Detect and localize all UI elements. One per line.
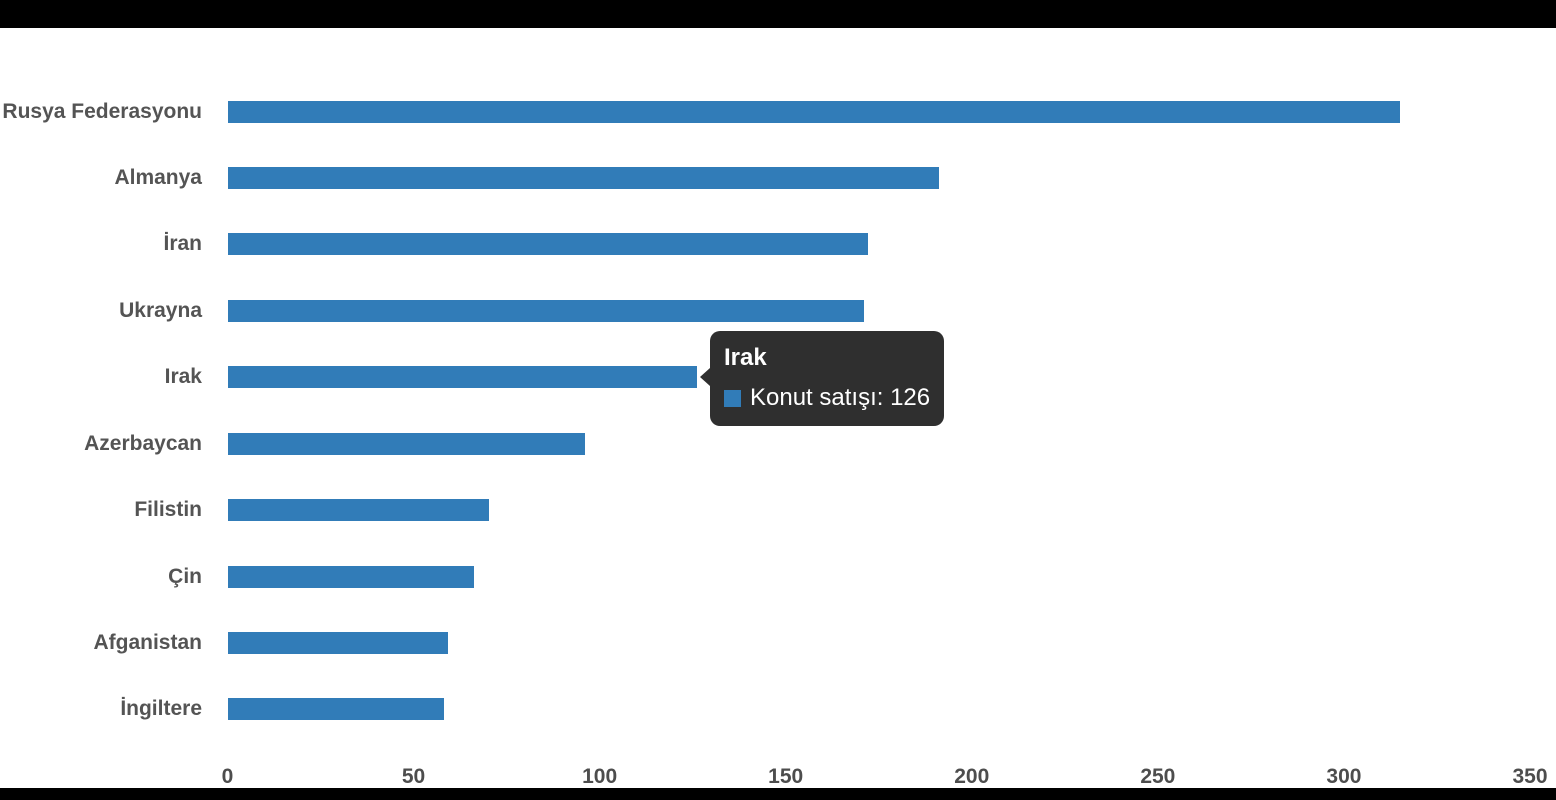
bar-5[interactable] bbox=[228, 366, 697, 388]
category-label-5: Irak bbox=[164, 365, 202, 388]
category-label-9: Afganistan bbox=[93, 631, 202, 654]
bar-1[interactable] bbox=[228, 101, 1400, 123]
series-swatch-icon bbox=[724, 389, 741, 407]
x-tick-300: 300 bbox=[1326, 765, 1362, 788]
bottom-black-band bbox=[0, 788, 1556, 800]
category-label-10: İngiltere bbox=[120, 697, 202, 720]
tooltip-caret-icon bbox=[700, 368, 710, 386]
x-tick-150: 150 bbox=[768, 765, 804, 788]
category-label-6: Azerbaycan bbox=[84, 432, 202, 455]
category-label-4: Ukrayna bbox=[119, 299, 202, 322]
bar-7[interactable] bbox=[228, 499, 489, 521]
tooltip: Irak Konut satışı: 126 bbox=[700, 331, 945, 426]
bar-8[interactable] bbox=[228, 566, 474, 588]
x-tick-200: 200 bbox=[954, 765, 990, 788]
bar-4[interactable] bbox=[228, 300, 864, 322]
tooltip-title: Irak bbox=[724, 344, 767, 371]
bar-2[interactable] bbox=[228, 167, 939, 189]
category-label-2: Almanya bbox=[114, 166, 202, 189]
x-tick-350: 350 bbox=[1512, 765, 1548, 788]
x-tick-50: 50 bbox=[401, 765, 426, 788]
category-label-1: Rusya Federasyonu bbox=[2, 100, 202, 123]
category-label-8: Çin bbox=[168, 565, 202, 588]
x-tick-0: 0 bbox=[221, 765, 234, 788]
bar-10[interactable] bbox=[228, 698, 444, 720]
bar-3[interactable] bbox=[228, 233, 868, 255]
category-label-7: Filistin bbox=[134, 498, 202, 521]
x-tick-100: 100 bbox=[582, 765, 618, 788]
top-black-band bbox=[0, 0, 1556, 28]
tooltip-body: Konut satışı: 126 bbox=[724, 383, 930, 413]
x-tick-250: 250 bbox=[1140, 765, 1176, 788]
category-label-3: İran bbox=[163, 232, 202, 255]
bar-9[interactable] bbox=[228, 632, 448, 654]
bar-6[interactable] bbox=[228, 433, 585, 455]
tooltip-value-text: Konut satışı: 126 bbox=[750, 384, 931, 411]
